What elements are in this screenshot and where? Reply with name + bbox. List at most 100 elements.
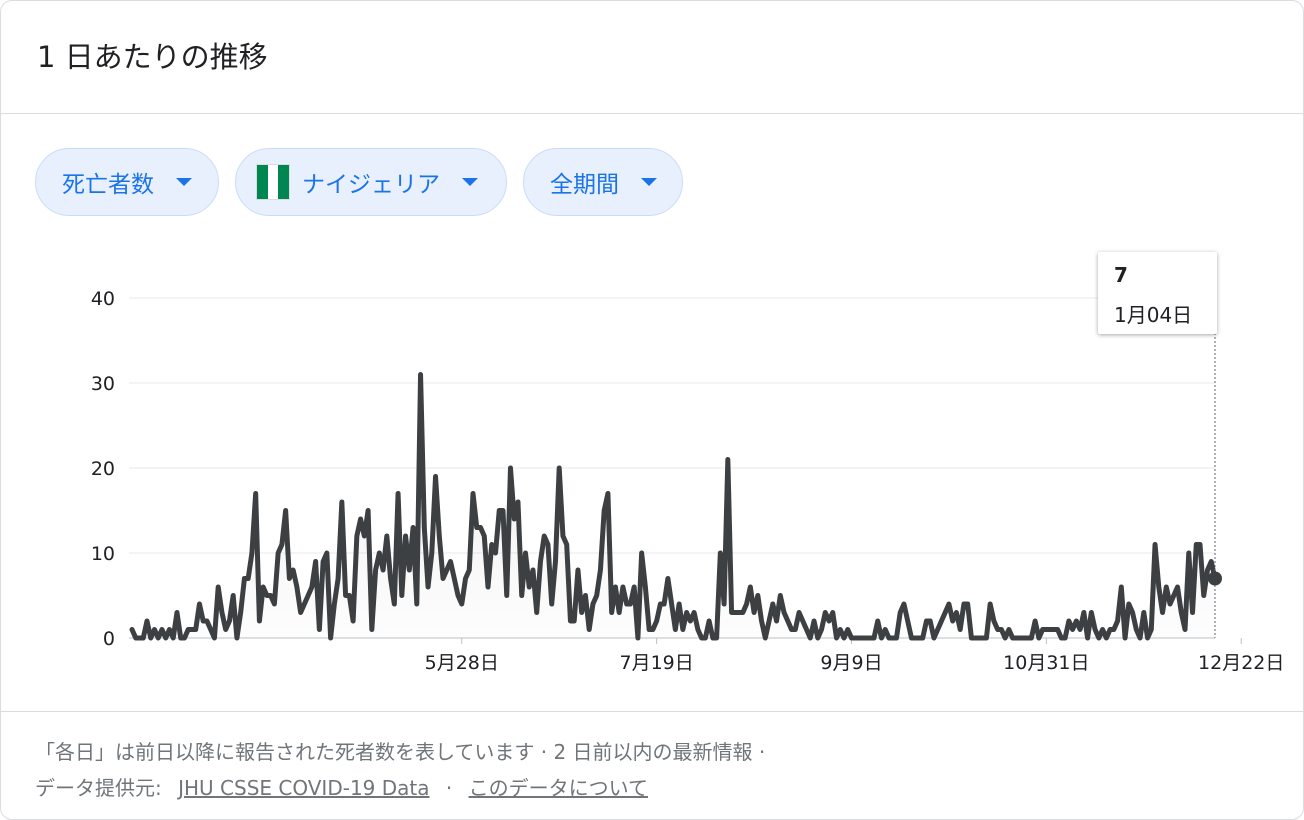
data-point[interactable]: [617, 610, 622, 615]
data-point[interactable]: [231, 593, 236, 598]
data-point[interactable]: [943, 610, 948, 615]
data-point[interactable]: [411, 525, 416, 530]
data-point[interactable]: [894, 636, 899, 641]
data-point[interactable]: [527, 585, 532, 590]
data-point[interactable]: [575, 568, 580, 573]
data-point[interactable]: [744, 602, 749, 607]
data-point[interactable]: [141, 636, 146, 641]
data-point[interactable]: [148, 636, 153, 641]
data-point[interactable]: [306, 593, 311, 598]
data-point[interactable]: [1126, 602, 1131, 607]
data-point[interactable]: [493, 551, 498, 556]
data-point[interactable]: [673, 627, 678, 632]
data-point[interactable]: [905, 619, 910, 624]
data-point[interactable]: [695, 627, 700, 632]
data-point[interactable]: [1089, 610, 1094, 615]
data-point[interactable]: [628, 602, 633, 607]
data-point[interactable]: [740, 610, 745, 615]
data-point[interactable]: [707, 619, 712, 624]
data-point[interactable]: [1100, 627, 1105, 632]
data-point[interactable]: [130, 627, 135, 632]
data-point[interactable]: [332, 602, 337, 607]
data-point[interactable]: [538, 559, 543, 564]
data-point[interactable]: [261, 585, 266, 590]
data-point[interactable]: [422, 525, 427, 530]
data-point[interactable]: [238, 610, 243, 615]
data-point[interactable]: [223, 627, 228, 632]
data-point[interactable]: [572, 619, 577, 624]
data-point[interactable]: [752, 610, 757, 615]
data-point[interactable]: [1070, 627, 1075, 632]
data-point[interactable]: [1149, 627, 1154, 632]
data-point[interactable]: [946, 602, 951, 607]
data-point[interactable]: [384, 534, 389, 539]
data-point[interactable]: [602, 508, 607, 513]
data-point[interactable]: [1029, 636, 1034, 641]
data-point[interactable]: [171, 636, 176, 641]
data-point[interactable]: [1164, 585, 1169, 590]
data-point[interactable]: [152, 627, 157, 632]
daily-deaths-chart[interactable]: 0 10 20 30 40 5月28日 7月19日 9月9日 10月31日 12月22日: [1, 241, 1303, 681]
data-point[interactable]: [797, 610, 802, 615]
data-point[interactable]: [1085, 636, 1090, 641]
data-point[interactable]: [1093, 627, 1098, 632]
data-point[interactable]: [354, 534, 359, 539]
data-point[interactable]: [1006, 627, 1011, 632]
data-point[interactable]: [268, 593, 273, 598]
data-point[interactable]: [358, 517, 363, 522]
data-point[interactable]: [1081, 610, 1086, 615]
data-point[interactable]: [1168, 602, 1173, 607]
data-point[interactable]: [362, 534, 367, 539]
data-point[interactable]: [456, 593, 461, 598]
data-point[interactable]: [598, 568, 603, 573]
data-point[interactable]: [609, 610, 614, 615]
data-point[interactable]: [845, 627, 850, 632]
data-point[interactable]: [785, 619, 790, 624]
metric-dropdown[interactable]: 死亡者数: [35, 148, 219, 216]
data-point[interactable]: [276, 551, 281, 556]
data-point[interactable]: [650, 627, 655, 632]
data-point[interactable]: [291, 568, 296, 573]
data-point[interactable]: [197, 602, 202, 607]
data-point[interactable]: [366, 508, 371, 513]
data-point[interactable]: [212, 636, 217, 641]
data-point[interactable]: [1130, 610, 1135, 615]
data-point[interactable]: [426, 585, 431, 590]
data-point[interactable]: [309, 585, 314, 590]
data-point[interactable]: [219, 610, 224, 615]
data-point[interactable]: [1156, 585, 1161, 590]
data-point[interactable]: [336, 576, 341, 581]
data-point[interactable]: [579, 610, 584, 615]
data-point[interactable]: [879, 636, 884, 641]
data-point[interactable]: [182, 636, 187, 641]
data-point[interactable]: [478, 525, 483, 530]
data-point[interactable]: [216, 585, 221, 590]
data-point[interactable]: [313, 559, 318, 564]
data-point[interactable]: [249, 551, 254, 556]
data-point[interactable]: [234, 636, 239, 641]
data-point[interactable]: [321, 559, 326, 564]
data-point[interactable]: [613, 585, 618, 590]
data-point[interactable]: [441, 576, 446, 581]
data-point[interactable]: [369, 627, 374, 632]
data-point[interactable]: [725, 457, 730, 462]
data-point[interactable]: [373, 568, 378, 573]
data-point[interactable]: [515, 500, 520, 505]
data-point[interactable]: [471, 491, 476, 496]
data-point[interactable]: [1003, 636, 1008, 641]
data-point[interactable]: [988, 602, 993, 607]
data-point[interactable]: [834, 636, 839, 641]
data-point[interactable]: [1141, 610, 1146, 615]
data-point[interactable]: [444, 568, 449, 573]
data-point[interactable]: [167, 627, 172, 632]
data-point[interactable]: [920, 636, 925, 641]
data-point[interactable]: [1096, 636, 1101, 641]
data-point[interactable]: [523, 551, 528, 556]
data-point[interactable]: [452, 576, 457, 581]
data-point[interactable]: [692, 610, 697, 615]
data-point[interactable]: [1171, 593, 1176, 598]
data-point[interactable]: [722, 602, 727, 607]
data-point[interactable]: [392, 602, 397, 607]
jhu-data-link[interactable]: JHU CSSE COVID-19 Data: [178, 776, 430, 800]
data-point[interactable]: [815, 636, 820, 641]
